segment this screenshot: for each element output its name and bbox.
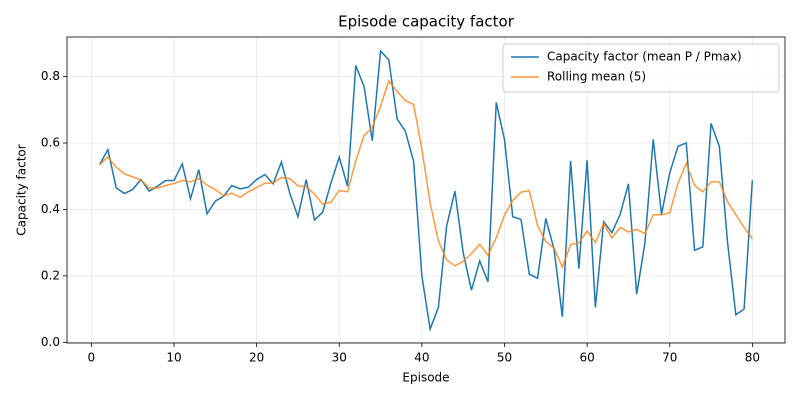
legend-label: Rolling mean (5) [547,70,646,84]
y-tick-label: 0.8 [41,69,60,83]
y-tick-label: 0.2 [41,268,60,282]
x-tick-label: 0 [88,351,96,365]
legend-box [502,43,780,93]
series-line [98,49,754,332]
x-tick-label: 40 [414,351,429,365]
plot-frame [66,36,786,344]
y-axis-label: Capacity factor [15,144,29,235]
chart-title: Episode capacity factor [338,13,515,31]
x-tick-label: 10 [166,351,181,365]
x-tick-label: 20 [249,351,264,365]
y-tick-label: 0.6 [41,135,60,149]
series-line [99,79,753,270]
y-tick-label: 0.0 [41,335,60,349]
y-tick-label: 0.4 [41,202,60,216]
x-tick-label: 30 [332,351,347,365]
x-tick-label: 80 [745,351,760,365]
x-tick-label: 60 [579,351,594,365]
x-tick-label: 50 [497,351,512,365]
legend-label: Capacity factor (mean P / Pmax) [547,50,742,64]
x-tick-label: 70 [662,351,677,365]
x-axis-label: Episode [402,371,449,385]
